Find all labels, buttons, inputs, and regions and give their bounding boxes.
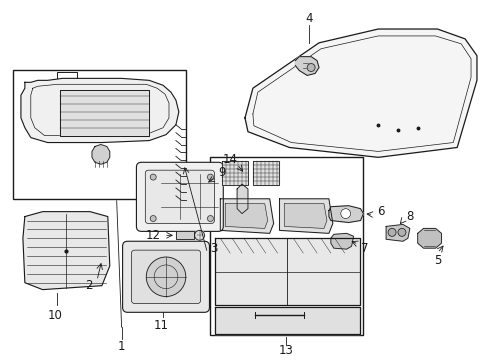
- Circle shape: [146, 257, 185, 297]
- Bar: [210, 157, 363, 335]
- Polygon shape: [222, 161, 247, 185]
- Circle shape: [306, 64, 314, 72]
- Text: 13: 13: [279, 344, 293, 357]
- Text: 14: 14: [222, 153, 237, 166]
- Polygon shape: [279, 199, 332, 233]
- FancyBboxPatch shape: [145, 170, 214, 224]
- Text: 4: 4: [305, 12, 312, 25]
- Circle shape: [387, 228, 395, 236]
- Text: 6: 6: [377, 205, 384, 218]
- Polygon shape: [284, 204, 326, 228]
- Text: 5: 5: [433, 255, 440, 267]
- Text: 7: 7: [360, 242, 367, 255]
- Polygon shape: [176, 231, 193, 239]
- Circle shape: [207, 174, 213, 180]
- Polygon shape: [386, 225, 409, 241]
- Text: 2: 2: [85, 279, 93, 292]
- Polygon shape: [328, 206, 363, 222]
- Circle shape: [397, 228, 405, 236]
- Polygon shape: [215, 238, 360, 305]
- Circle shape: [194, 230, 204, 240]
- Polygon shape: [225, 204, 267, 228]
- Text: 9: 9: [218, 166, 225, 179]
- Polygon shape: [237, 184, 247, 213]
- Polygon shape: [417, 228, 441, 248]
- FancyBboxPatch shape: [136, 162, 223, 231]
- Polygon shape: [215, 307, 360, 334]
- Text: 8: 8: [406, 210, 413, 223]
- FancyBboxPatch shape: [122, 241, 209, 312]
- Text: 10: 10: [48, 309, 63, 322]
- Polygon shape: [21, 78, 179, 143]
- Polygon shape: [295, 57, 318, 75]
- Circle shape: [150, 216, 156, 221]
- Bar: [13, 71, 185, 199]
- Polygon shape: [220, 199, 273, 233]
- Polygon shape: [244, 29, 476, 157]
- Text: 12: 12: [145, 229, 161, 242]
- Polygon shape: [92, 144, 109, 164]
- Circle shape: [340, 209, 350, 219]
- Text: 1: 1: [118, 340, 125, 354]
- Polygon shape: [23, 212, 109, 289]
- Polygon shape: [61, 90, 149, 136]
- Polygon shape: [252, 161, 278, 185]
- Polygon shape: [330, 233, 353, 249]
- Circle shape: [150, 174, 156, 180]
- Circle shape: [207, 216, 213, 221]
- Text: 3: 3: [209, 242, 217, 255]
- FancyBboxPatch shape: [131, 250, 200, 303]
- Text: 11: 11: [153, 319, 168, 332]
